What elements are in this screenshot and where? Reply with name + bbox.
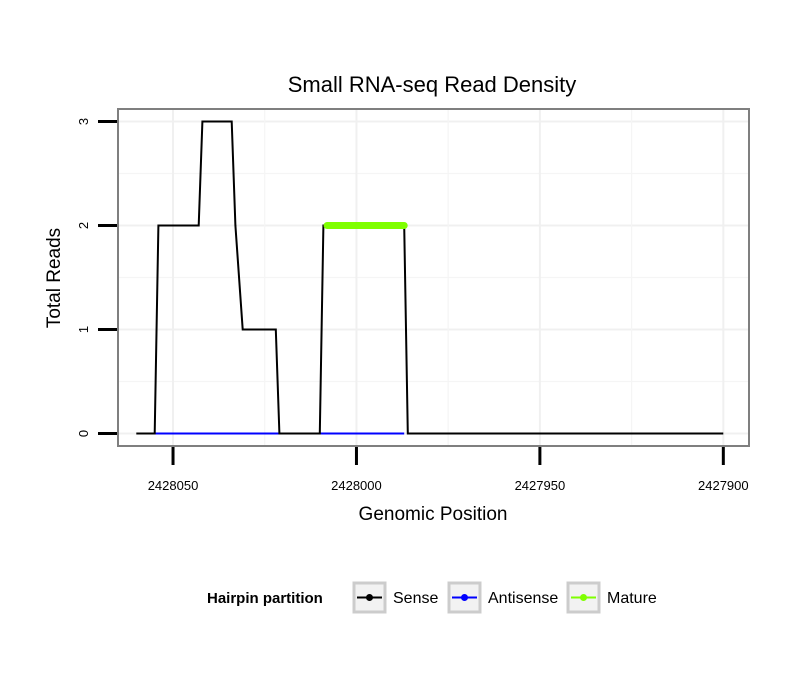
x-tick-label: 2427950 <box>515 478 566 493</box>
chart-title: Small RNA-seq Read Density <box>288 72 577 97</box>
legend-label: Antisense <box>488 590 558 607</box>
y-tick-label: 0 <box>76 430 91 437</box>
series-layer <box>136 120 724 435</box>
x-tick-label: 2428000 <box>331 478 382 493</box>
legend-label: Sense <box>393 590 438 607</box>
axes-layer: 0 1 2 3 2428050 2428000 2427950 2427900 <box>76 118 749 493</box>
legend-item-mature: Mature <box>566 581 657 614</box>
series-line-sense <box>136 120 724 435</box>
y-tick-label: 3 <box>76 118 91 125</box>
legend-item-sense: Sense <box>352 581 438 614</box>
x-tick-label: 2427900 <box>698 478 749 493</box>
y-tick-label: 2 <box>76 222 91 229</box>
legend-label: Mature <box>607 590 657 607</box>
legend-key-point <box>580 594 587 601</box>
y-tick-label: 1 <box>76 326 91 333</box>
y-axis-title: Total Reads <box>44 228 65 328</box>
legend-title: Hairpin partition <box>207 590 323 607</box>
legend: Hairpin partition Sense Antisense Mature <box>207 581 657 614</box>
x-axis-title: Genomic Position <box>359 504 508 525</box>
x-tick-label: 2428050 <box>148 478 199 493</box>
legend-key-point <box>366 594 373 601</box>
legend-item-antisense: Antisense <box>447 581 558 614</box>
legend-key-point <box>461 594 468 601</box>
